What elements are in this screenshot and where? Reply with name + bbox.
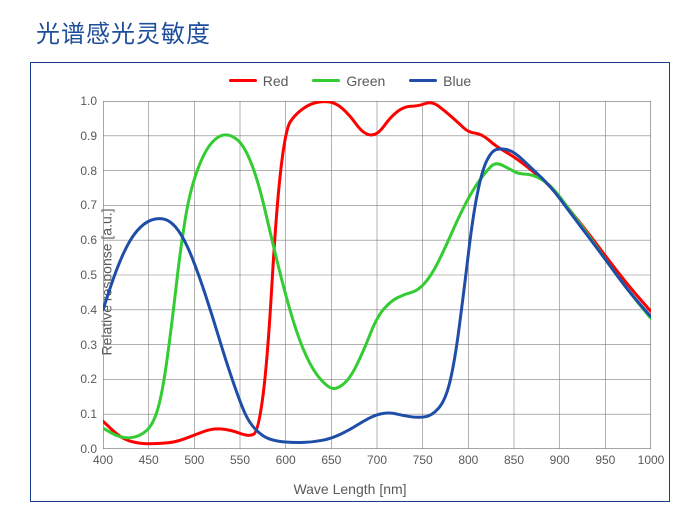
plot-svg <box>103 101 651 449</box>
legend-label-red: Red <box>263 73 289 89</box>
x-tick-label: 900 <box>550 453 570 467</box>
legend-swatch-blue <box>409 79 437 82</box>
y-tick-label: 0.3 <box>80 338 97 352</box>
y-tick-label: 0.4 <box>80 303 97 317</box>
x-axis-label: Wave Length [nm] <box>31 481 669 497</box>
y-tick-label: 0.9 <box>80 129 97 143</box>
y-tick-label: 0.6 <box>80 233 97 247</box>
legend-label-blue: Blue <box>443 73 471 89</box>
x-tick-label: 1000 <box>638 453 665 467</box>
x-tick-label: 800 <box>458 453 478 467</box>
y-tick-label: 0.8 <box>80 164 97 178</box>
legend-item-green: Green <box>312 73 385 89</box>
legend-item-blue: Blue <box>409 73 471 89</box>
legend-swatch-red <box>229 79 257 82</box>
x-tick-label: 750 <box>413 453 433 467</box>
x-tick-label: 400 <box>93 453 113 467</box>
x-tick-label: 450 <box>139 453 159 467</box>
y-tick-label: 1.0 <box>80 94 97 108</box>
legend-label-green: Green <box>346 73 385 89</box>
x-tick-label: 700 <box>367 453 387 467</box>
x-tick-label: 550 <box>230 453 250 467</box>
page-title: 光谱感光灵敏度 <box>0 0 700 55</box>
legend-item-red: Red <box>229 73 289 89</box>
legend-swatch-green <box>312 79 340 82</box>
plot-area: 0.00.10.20.30.40.50.60.70.80.91.04004505… <box>103 101 651 449</box>
y-tick-label: 0.2 <box>80 372 97 386</box>
chart-legend: Red Green Blue <box>31 63 669 89</box>
y-tick-label: 0.1 <box>80 407 97 421</box>
x-tick-label: 500 <box>184 453 204 467</box>
spectral-sensitivity-chart: Red Green Blue Relative response [a.u.] … <box>30 62 670 502</box>
x-tick-label: 650 <box>321 453 341 467</box>
x-tick-label: 850 <box>504 453 524 467</box>
x-tick-label: 950 <box>595 453 615 467</box>
y-tick-label: 0.7 <box>80 198 97 212</box>
x-tick-label: 600 <box>276 453 296 467</box>
y-tick-label: 0.5 <box>80 268 97 282</box>
